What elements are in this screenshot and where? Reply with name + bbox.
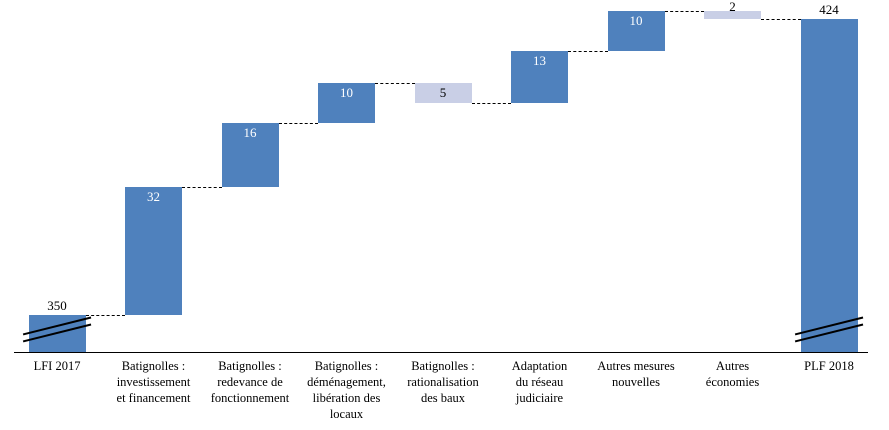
bar-value-label: 16 [243,125,257,140]
connector-line [375,83,415,84]
waterfall-bar [704,11,761,19]
bar-value-label: 424 [819,2,839,17]
waterfall-bar [511,51,568,103]
bar-value-label: 2 [729,0,736,14]
bar-value-label: 10 [629,13,643,28]
connector-line [761,19,801,20]
waterfall-bar [318,83,375,123]
waterfall-bar [221,123,279,187]
waterfall-bar [607,11,665,51]
bar-value-label: 5 [439,85,447,100]
category-label: Batignolles : redevance de fonctionnemen… [210,359,290,405]
connector-line [664,11,704,12]
category-label: LFI 2017 [33,359,81,373]
category-label: Autres mesures nouvelles [597,359,675,389]
category-label: Adaptation du réseau judiciaire [511,359,568,405]
category-label: PLF 2018 [804,359,854,373]
connector-line [85,315,125,316]
connector-line [182,187,222,188]
bar-value-label: 13 [533,53,546,68]
waterfall-bar [125,187,182,315]
category-label: Batignolles : déménagement, libération d… [307,359,386,421]
bar-value-label: 350 [47,298,67,313]
x-axis-line [14,352,868,353]
bar-value-label: 10 [340,85,353,100]
bar-value-label: 32 [147,189,160,204]
waterfall-bar [414,83,472,103]
category-label: Batignolles : rationalisation des baux [407,359,479,405]
category-label: Autres économies [705,359,760,389]
waterfall-bar [800,19,858,352]
connector-line [471,103,511,104]
connector-line [278,123,318,124]
connector-line [568,51,608,52]
category-label: Batignolles : investissement et financem… [116,359,191,405]
